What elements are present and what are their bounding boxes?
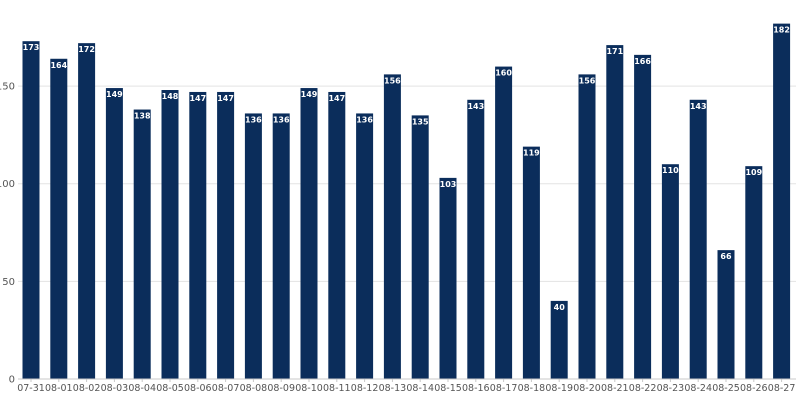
bar: [578, 74, 596, 380]
bar-value-label: 164: [50, 61, 67, 70]
bar: [50, 58, 68, 379]
bar-value-label: 136: [356, 115, 373, 124]
y-tick-label: 0: [9, 375, 15, 386]
x-tick-label: 08-11: [323, 383, 351, 394]
x-tick-label: 08-08: [240, 383, 268, 394]
x-tick-label: 08-07: [212, 383, 240, 394]
bar-value-label: 172: [78, 45, 95, 54]
bars: [22, 23, 791, 380]
bar: [272, 113, 290, 379]
x-tick-label: 08-05: [156, 383, 184, 394]
x-tick-label: 08-19: [545, 383, 573, 394]
bar: [550, 300, 568, 379]
bar: [78, 43, 96, 379]
x-tick-label: 08-04: [128, 383, 156, 394]
bar: [467, 99, 485, 379]
bar-value-label: 182: [773, 26, 790, 35]
bar: [22, 41, 40, 380]
bar: [717, 250, 735, 379]
bar: [773, 23, 791, 379]
bar-value-label: 66: [720, 252, 732, 261]
bar-value-label: 110: [662, 166, 679, 175]
bar-value-label: 156: [579, 76, 596, 85]
x-tick-label: 08-23: [657, 383, 685, 394]
bar: [356, 113, 374, 379]
bar-value-label: 149: [106, 90, 123, 99]
x-tick-label: 08-20: [573, 383, 601, 394]
bar-value-label: 173: [23, 43, 40, 52]
bar-value-label: 148: [162, 92, 179, 101]
x-tick-label: 08-03: [101, 383, 129, 394]
bar-value-label: 135: [412, 117, 429, 126]
x-tick-label: 08-26: [740, 383, 768, 394]
bar-value-label: 147: [217, 94, 234, 103]
bar: [161, 90, 179, 379]
bar: [689, 99, 707, 379]
x-tick-label: 08-25: [712, 383, 740, 394]
bar-value-label: 147: [328, 94, 345, 103]
bar-value-label: 147: [189, 94, 206, 103]
bar: [217, 91, 235, 379]
y-tick-label: 50: [2, 277, 15, 288]
x-tick-label: 08-12: [351, 383, 379, 394]
bar-value-label: 40: [554, 303, 566, 312]
bar: [634, 54, 652, 379]
bar: [300, 88, 318, 379]
bar: [606, 45, 624, 379]
x-tick-label: 08-01: [45, 383, 73, 394]
x-tick-label: 08-18: [518, 383, 546, 394]
x-tick-label: 08-15: [434, 383, 462, 394]
x-tick-label: 07-31: [17, 383, 45, 394]
bar-value-label: 119: [523, 149, 540, 158]
bar: [411, 115, 429, 379]
bar: [105, 88, 123, 379]
bar: [133, 109, 151, 380]
bar-value-label: 136: [245, 115, 262, 124]
bar: [495, 66, 513, 379]
x-tick-label: 08-10: [295, 383, 323, 394]
x-tick-label: 08-16: [462, 383, 490, 394]
bar-value-label: 171: [606, 47, 623, 56]
x-tick-label: 08-06: [184, 383, 212, 394]
bar-value-label: 160: [495, 69, 512, 78]
axes: 05010015007-3108-0108-0208-0308-0408-050…: [0, 82, 796, 394]
bar-value-label: 149: [301, 90, 318, 99]
bar: [745, 166, 763, 379]
x-tick-label: 08-24: [684, 383, 712, 394]
x-tick-label: 08-14: [406, 383, 434, 394]
y-tick-label: 100: [0, 179, 15, 190]
bar-value-label: 136: [273, 115, 290, 124]
x-tick-label: 08-02: [73, 383, 101, 394]
bar: [661, 164, 679, 379]
x-tick-label: 08-21: [601, 383, 629, 394]
data-labels: 173 164 172 149 138 148 147 147 136 136 149 147 136 1…: [23, 26, 790, 312]
bar-value-label: 156: [384, 76, 401, 85]
x-tick-label: 08-17: [490, 383, 518, 394]
bar: [244, 113, 262, 379]
bar-value-label: 143: [467, 102, 484, 111]
x-tick-label: 08-22: [629, 383, 657, 394]
y-tick-label: 150: [0, 82, 15, 93]
x-tick-label: 08-09: [267, 383, 295, 394]
bar-value-label: 166: [634, 57, 651, 66]
bar: [439, 177, 457, 379]
bar-value-label: 143: [690, 102, 707, 111]
bar-value-label: 109: [745, 168, 762, 177]
bar-value-label: 103: [440, 180, 457, 189]
x-tick-label: 08-27: [768, 383, 796, 394]
bar: [189, 91, 207, 379]
bar: [328, 91, 346, 379]
bar: [383, 74, 401, 380]
x-tick-label: 08-13: [379, 383, 407, 394]
bar-value-label: 138: [134, 112, 151, 121]
bar: [522, 146, 540, 379]
